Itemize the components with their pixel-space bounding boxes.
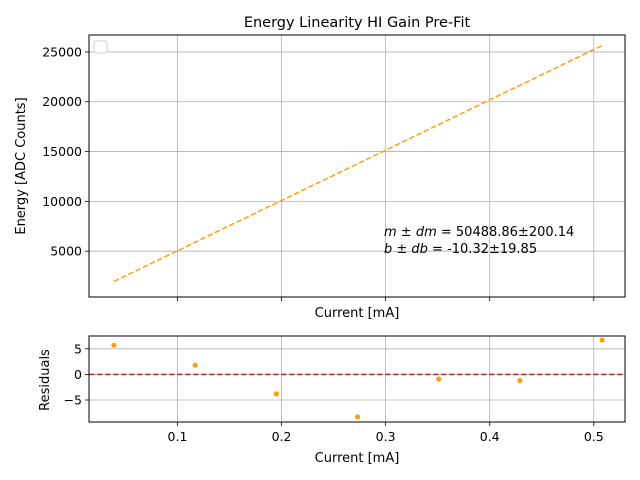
top-grid (89, 35, 625, 297)
bottom-x-tick-label: 0.3 (376, 429, 396, 444)
bottom-series (89, 337, 625, 420)
top-y-tick-label: 25000 (42, 44, 82, 59)
fit-intercept-annotation: b ± db = -10.32±19.85 (384, 242, 537, 257)
bottom-plot-frame (88, 335, 626, 423)
top-series (113, 44, 603, 283)
top-x-axis-label: Current [mA] (315, 306, 400, 321)
fit-slope-annotation: m ± dm = 50488.86±200.14 (384, 225, 574, 240)
fit-slope-value: = 50488.86±200.14 (437, 225, 575, 240)
bottom-x-axis-label: Current [mA] (315, 451, 400, 466)
residual-point (517, 377, 523, 384)
energy-chart: Energy Linearity HI Gain Pre-Fit m ± dm … (14, 15, 626, 321)
bottom-x-ticks: 0.1 0.2 0.3 0.4 0.5 (168, 422, 604, 444)
bottom-y-ticks: −5 0 5 (64, 341, 89, 407)
top-y-axis-label: Energy [ADC Counts] (14, 97, 29, 234)
bottom-grid (89, 336, 625, 422)
top-y-tick-label: 15000 (42, 144, 82, 159)
bottom-y-axis-label: Residuals (38, 349, 53, 411)
bottom-x-tick-label: 0.2 (272, 429, 292, 444)
fit-intercept-value: = -10.32±19.85 (428, 242, 537, 257)
fit-line (113, 44, 603, 283)
top-legend-box (93, 40, 108, 54)
top-y-tick-label: 10000 (42, 194, 82, 209)
residuals-chart: −5 0 5 0.1 0.2 0.3 0.4 0.5 Current [mA] Residu… (38, 335, 626, 466)
top-plot-frame (88, 34, 626, 298)
bottom-x-tick-label: 0.1 (168, 429, 188, 444)
residual-point (111, 342, 117, 348)
residual-point (192, 362, 198, 368)
bottom-y-tick-label: −5 (64, 392, 82, 407)
top-y-tick-label: 20000 (42, 94, 82, 109)
fit-slope-label: m ± dm (384, 225, 437, 240)
residual-point (273, 391, 279, 397)
bottom-x-tick-label: 0.5 (584, 429, 604, 444)
top-x-ticks (177, 297, 595, 301)
bottom-y-tick-label: 5 (74, 341, 82, 356)
top-y-ticks: 5000 10000 15000 20000 25000 (42, 44, 89, 259)
residual-point (354, 414, 361, 420)
bottom-y-tick-label: 0 (74, 367, 82, 382)
top-y-tick-label: 5000 (50, 244, 82, 259)
chart-title: Energy Linearity HI Gain Pre-Fit (244, 15, 471, 31)
bottom-x-tick-label: 0.4 (480, 429, 500, 444)
residual-point (599, 337, 605, 343)
residual-point (436, 376, 442, 382)
fit-intercept-label: b ± db (384, 242, 428, 257)
